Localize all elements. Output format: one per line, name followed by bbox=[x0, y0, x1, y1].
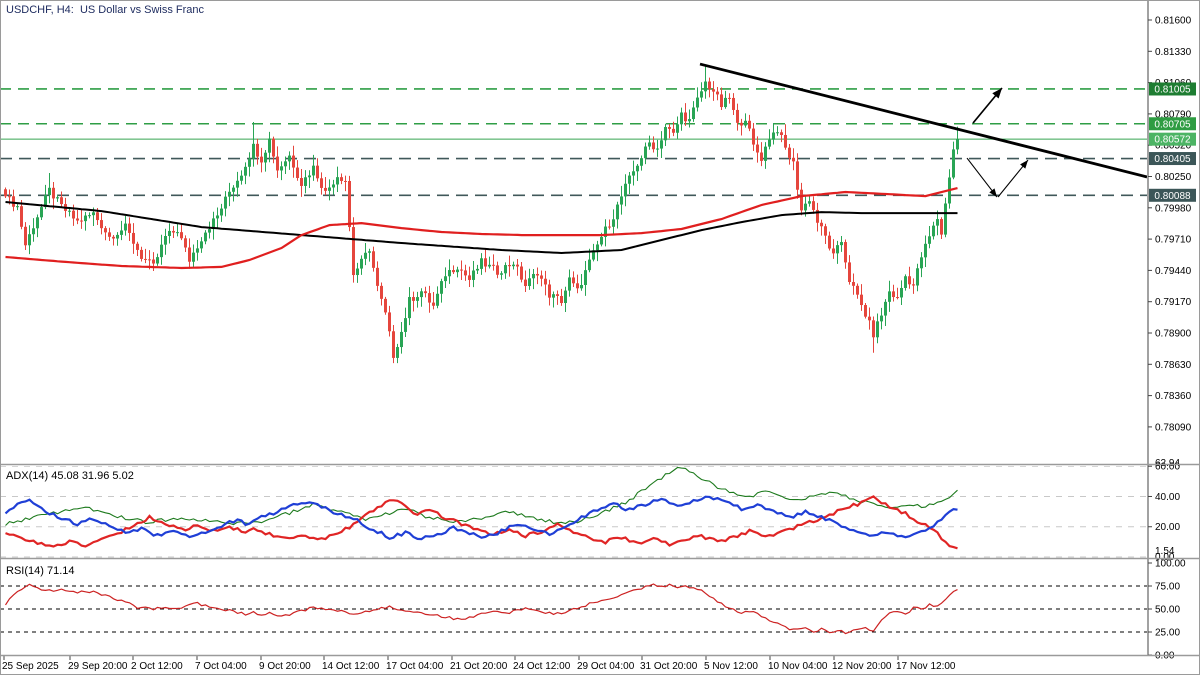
rsi-tick-label: 100.00 bbox=[1155, 559, 1186, 570]
time-tick-label: 7 Oct 04:00 bbox=[195, 661, 247, 672]
price-tick-label: 0.79980 bbox=[1155, 203, 1192, 214]
adx-tick-label: 60.00 bbox=[1155, 462, 1180, 473]
price-tick-label: 0.80250 bbox=[1155, 172, 1192, 183]
price-tick-label: 0.78360 bbox=[1155, 391, 1192, 402]
rsi-panel bbox=[1, 583, 1147, 635]
time-tick-label: 29 Sep 20:00 bbox=[68, 661, 128, 672]
arrow-objects[interactable] bbox=[966, 87, 1029, 198]
time-tick-label: 14 Oct 12:00 bbox=[322, 661, 380, 672]
time-tick-label: 17 Nov 12:00 bbox=[896, 661, 956, 672]
level-lines[interactable] bbox=[0, 88, 1147, 197]
price-level-badge bbox=[1149, 152, 1196, 166]
time-tick-label: 24 Oct 12:00 bbox=[513, 661, 571, 672]
time-tick-label: 21 Oct 20:00 bbox=[450, 661, 508, 672]
adx-tick-label: 20.00 bbox=[1155, 522, 1180, 533]
plus-di-line bbox=[4, 495, 958, 541]
symbol-title: USDCHF, H4: US Dollar vs Swiss Franc bbox=[6, 4, 205, 16]
adx-indicator-label: ADX(14) 45.08 31.96 5.02 bbox=[6, 470, 134, 482]
adx-edge-label: 0.00 bbox=[1155, 552, 1175, 563]
rsi-tick-label: 75.00 bbox=[1155, 582, 1180, 593]
rsi-indicator-label: RSI(14) 71.14 bbox=[6, 565, 75, 577]
price-level-badge-text: 0.80705 bbox=[1154, 119, 1191, 130]
price-tick-label: 0.79440 bbox=[1155, 266, 1192, 277]
price-badges: 0.81005 0.80705 0.80572 0.80405 0.80088 bbox=[1149, 82, 1196, 202]
rsi-tick-label: 25.00 bbox=[1155, 628, 1180, 639]
price-scale[interactable]: 0.816000.813300.810600.807900.805200.802… bbox=[1147, 1, 1196, 656]
ma-slow-black bbox=[5, 201, 958, 255]
adx-edge-label: 1.54 bbox=[1155, 546, 1175, 557]
time-tick-label: 25 Sep 2025 bbox=[2, 661, 59, 672]
time-tick-label: 31 Oct 20:00 bbox=[640, 661, 698, 672]
price-tick-label: 0.79710 bbox=[1155, 235, 1192, 246]
time-tick-label: 5 Nov 12:00 bbox=[704, 661, 758, 672]
adx-tick-label: 40.00 bbox=[1155, 492, 1180, 503]
time-scale[interactable]: 25 Sep 2025 29 Sep 20:00 2 Oct 12:00 7 Oct … bbox=[2, 656, 956, 672]
time-tick-label: 10 Nov 04:00 bbox=[768, 661, 828, 672]
price-tick-label: 0.78090 bbox=[1155, 422, 1192, 433]
price-tick-label: 0.78630 bbox=[1155, 360, 1192, 371]
price-level-badge bbox=[1149, 132, 1196, 146]
price-tick-label: 0.81330 bbox=[1155, 47, 1192, 58]
time-tick-label: 17 Oct 04:00 bbox=[386, 661, 444, 672]
adx-line bbox=[5, 466, 958, 526]
price-level-badge bbox=[1149, 117, 1196, 131]
price-level-badge-text: 0.81005 bbox=[1154, 84, 1191, 95]
time-tick-label: 9 Oct 20:00 bbox=[259, 661, 311, 672]
price-tick-label: 0.79170 bbox=[1155, 297, 1192, 308]
adx-edge-label: 62.94 bbox=[1155, 458, 1180, 469]
rsi-line bbox=[4, 583, 958, 635]
price-tick-label: 0.80520 bbox=[1155, 141, 1192, 152]
time-tick-label: 29 Oct 04:00 bbox=[577, 661, 635, 672]
time-tick-label: 12 Nov 20:00 bbox=[832, 661, 892, 672]
rsi-tick-label: 50.00 bbox=[1155, 605, 1180, 616]
descending-trendline[interactable] bbox=[699, 62, 1147, 179]
minus-di-line bbox=[5, 495, 958, 550]
price-level-badge bbox=[1149, 82, 1196, 96]
price-tick-label: 0.78900 bbox=[1155, 329, 1192, 340]
time-tick-label: 2 Oct 12:00 bbox=[131, 661, 183, 672]
price-tick-label: 0.80790 bbox=[1155, 109, 1192, 120]
candles-layer bbox=[4, 66, 959, 364]
adx-panel bbox=[1, 466, 1147, 558]
price-tick-label: 0.81600 bbox=[1155, 16, 1192, 27]
price-panel bbox=[0, 62, 1147, 364]
price-level-badge bbox=[1149, 188, 1196, 202]
price-level-badge-text: 0.80405 bbox=[1154, 154, 1191, 165]
price-level-badge-text: 0.80572 bbox=[1154, 135, 1191, 146]
price-level-badge-text: 0.80088 bbox=[1154, 191, 1191, 202]
ma-fast-red bbox=[5, 187, 958, 270]
